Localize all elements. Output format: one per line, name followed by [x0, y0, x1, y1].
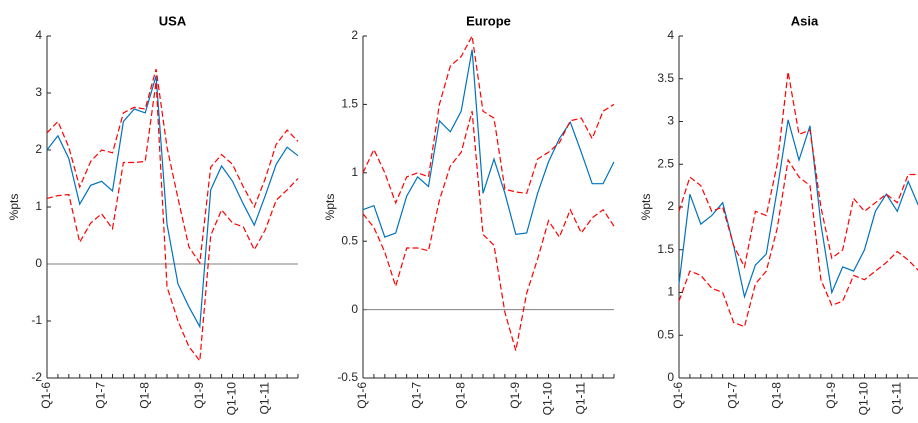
- y-tick-label: 1.5: [341, 97, 358, 111]
- panel: USA %pts -2 -1 0 1 2 3 4 Q1-6 Q1-7 Q1-8 Q1-9 Q1-10 Q1-…: [7, 13, 299, 416]
- x-tick-label: Q1-6: [355, 382, 369, 409]
- y-axis-label: %pts: [323, 194, 337, 221]
- y-tick-label: 0.5: [657, 327, 674, 341]
- series-line: [678, 158, 918, 328]
- y-tick-label: -0.5: [337, 370, 358, 384]
- series-line: [46, 75, 299, 329]
- y-tick-label: 4: [35, 28, 42, 42]
- y-tick-label: 0.5: [341, 233, 358, 247]
- y-tick-label: 3: [667, 114, 674, 128]
- x-tick-label: Q1-8: [769, 382, 783, 409]
- y-tick-label: 1: [35, 199, 42, 213]
- series-line: [678, 119, 918, 300]
- x-tick-label: Q1-7: [726, 382, 740, 409]
- x-tick-label: Q1-10: [225, 382, 239, 416]
- x-tick-label: Q1-6: [671, 382, 685, 409]
- x-tick-label: Q1-9: [508, 382, 522, 409]
- y-tick-label: 2.5: [657, 156, 674, 170]
- x-tick-label: Q1-7: [410, 382, 424, 409]
- series-line: [46, 81, 299, 363]
- chart-title: USA: [159, 13, 187, 28]
- panel: Europe %pts -0.5 0 0.5 1 1.5 2 Q1-6 Q1-7 Q1-8 Q1-9 Q…: [323, 13, 615, 416]
- y-tick-label: 4: [667, 28, 674, 42]
- x-tick-label: Q1-9: [824, 382, 838, 409]
- y-tick-label: 2: [35, 142, 42, 156]
- y-tick-label: 1.5: [657, 242, 674, 256]
- y-tick-label: 3: [35, 85, 42, 99]
- x-tick-label: Q1-11: [573, 382, 587, 415]
- x-tick-label: Q1-8: [137, 382, 151, 409]
- y-tick-label: 2: [667, 199, 674, 213]
- y-tick-label: 0: [35, 256, 42, 270]
- chart-title: Europe: [466, 13, 511, 28]
- panel: Asia %pts 0 0.5 1 1.5 2 2.5 3 3.5 4 Q1-6 Q1-7 Q1-8 Q1-…: [639, 13, 918, 415]
- y-tick-label: 2: [351, 28, 358, 42]
- y-tick-label: 1: [351, 165, 358, 179]
- chart-title: Asia: [791, 13, 819, 28]
- x-tick-label: Q1-6: [39, 382, 53, 409]
- y-tick-label: 0: [351, 302, 358, 316]
- x-tick-label: Q1-9: [192, 382, 206, 409]
- y-tick-label: 1: [667, 285, 674, 299]
- x-tick-label: Q1-7: [94, 382, 108, 409]
- y-tick-label: 0: [667, 370, 674, 384]
- x-tick-label: Q1-11: [889, 382, 903, 415]
- y-axis-label: %pts: [639, 194, 653, 221]
- series-line: [46, 68, 299, 265]
- series-line: [678, 71, 918, 269]
- y-tick-label: -2: [31, 370, 42, 384]
- series-line: [362, 49, 615, 238]
- y-axis-label: %pts: [7, 194, 21, 221]
- x-tick-label: Q1-10: [857, 382, 871, 416]
- series-line: [362, 111, 615, 351]
- x-tick-label: Q1-8: [453, 382, 467, 409]
- y-tick-label: -1: [31, 313, 42, 327]
- y-tick-label: 3.5: [657, 71, 674, 85]
- x-tick-label: Q1-11: [257, 382, 271, 415]
- x-tick-label: Q1-10: [541, 382, 555, 416]
- series-line: [362, 34, 615, 205]
